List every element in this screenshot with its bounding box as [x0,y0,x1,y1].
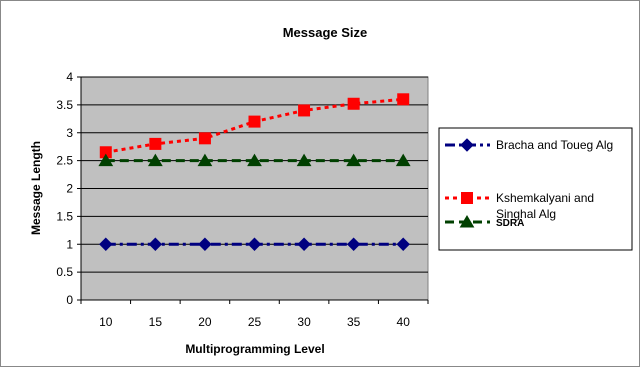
legend-item: Bracha and Toueg Alg [445,138,613,152]
data-point [248,115,261,128]
x-axis-title: Multiprogramming Level [185,342,324,356]
series-1 [99,93,410,159]
legend-label: SDRA [496,218,524,229]
y-tick-label: 0 [66,293,73,307]
data-point [148,237,163,251]
x-tick-label: 25 [248,315,262,329]
data-point [147,153,163,167]
data-point [395,153,411,167]
legend-items: Bracha and Toueg Alg Kshemkalyani and Sing… [445,138,613,229]
data-point [198,237,212,251]
x-tick-label: 30 [297,315,311,329]
x-tick-label: 15 [149,315,163,329]
x-tick-label: 35 [347,315,361,329]
y-tick-label: 2.5 [56,154,73,168]
data-point [347,97,360,110]
data-point [247,153,262,167]
series-0 [99,237,410,251]
legend-label: Kshemkalyani and Singhal Alg [496,191,594,221]
y-tick-label: 1 [66,237,73,251]
data-point [298,104,311,117]
series-2 [98,153,411,167]
x-tick-label: 40 [397,315,411,329]
x-tick-label: 10 [99,315,113,329]
legend-swatch-marker [459,215,475,228]
data-point [396,237,410,251]
legend-label: Bracha and Toueg Alg [496,138,613,152]
data-point [296,153,312,167]
data-point [346,153,362,167]
legend: Bracha and Toueg Alg Kshemkalyani and Sing… [438,127,633,251]
legend-swatch-marker [460,138,474,152]
data-point [297,237,311,251]
legend-swatch-marker [461,192,473,204]
legend-item: SDRA [445,215,524,229]
y-tick-label: 2 [66,182,73,196]
axes [77,76,429,304]
series-group [98,93,411,251]
data-point [397,93,410,106]
data-point [149,137,162,150]
tick-labels: 0 0.5 1 1.5 2 2.5 3 3.5 4 10 15 20 25 30 35 40 [56,70,410,329]
data-point [197,153,213,167]
x-tick-label: 20 [198,315,212,329]
legend-item: Kshemkalyani and Singhal Alg [445,191,594,221]
y-tick-label: 3.5 [56,98,73,112]
chart-title: Message Size [283,25,368,40]
y-tick-label: 0.5 [56,265,73,279]
legend-box [438,127,633,251]
y-tick-label: 4 [66,70,73,84]
y-tick-label: 3 [66,126,73,140]
data-point [346,237,361,251]
y-tick-label: 1.5 [56,209,73,223]
data-point [98,153,114,167]
data-point [198,132,211,145]
data-point [99,237,113,251]
y-axis-title: Message Length [29,141,43,235]
data-point [247,237,262,251]
